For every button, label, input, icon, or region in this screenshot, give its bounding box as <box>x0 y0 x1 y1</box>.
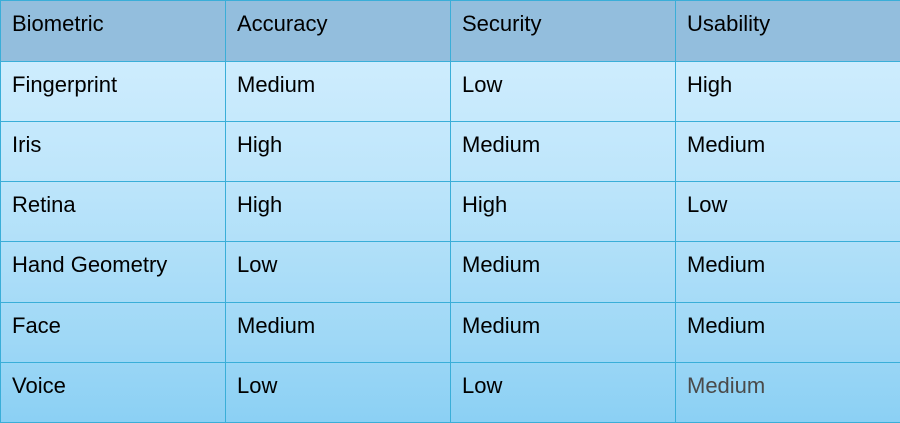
cell-accuracy: High <box>225 181 451 243</box>
table-header-row: Biometric Accuracy Security Usability <box>0 0 900 62</box>
cell-security: Low <box>450 60 676 123</box>
cell-usability: Medium <box>675 361 900 423</box>
cell-biometric: Retina <box>0 181 226 243</box>
column-header-security: Security <box>450 0 676 62</box>
cell-security: Medium <box>450 301 676 363</box>
cell-security: Medium <box>450 121 676 183</box>
cell-accuracy: Low <box>225 361 451 423</box>
cell-usability: Medium <box>675 121 900 183</box>
cell-accuracy: Medium <box>225 60 451 123</box>
cell-security: Low <box>450 361 676 423</box>
cell-accuracy: High <box>225 121 451 183</box>
cell-biometric: Face <box>0 301 226 363</box>
cell-usability: High <box>675 60 900 123</box>
cell-accuracy: Low <box>225 241 451 303</box>
column-header-accuracy: Accuracy <box>225 0 451 62</box>
cell-usability: Medium <box>675 301 900 363</box>
table-row: Face Medium Medium Medium <box>0 301 900 363</box>
table-row: Iris High Medium Medium <box>0 121 900 183</box>
column-header-usability: Usability <box>675 0 900 62</box>
table-row: Fingerprint Medium Low High <box>0 60 900 123</box>
cell-biometric: Iris <box>0 121 226 183</box>
cell-usability: Low <box>675 181 900 243</box>
cell-biometric: Fingerprint <box>0 60 226 123</box>
cell-security: Medium <box>450 241 676 303</box>
column-header-biometric: Biometric <box>0 0 226 62</box>
table-row: Hand Geometry Low Medium Medium <box>0 241 900 303</box>
cell-accuracy: Medium <box>225 301 451 363</box>
table-row: Voice Low Low Medium <box>0 361 900 423</box>
table-row: Retina High High Low <box>0 181 900 243</box>
cell-security: High <box>450 181 676 243</box>
cell-biometric: Voice <box>0 361 226 423</box>
cell-biometric: Hand Geometry <box>0 241 226 303</box>
cell-usability: Medium <box>675 241 900 303</box>
